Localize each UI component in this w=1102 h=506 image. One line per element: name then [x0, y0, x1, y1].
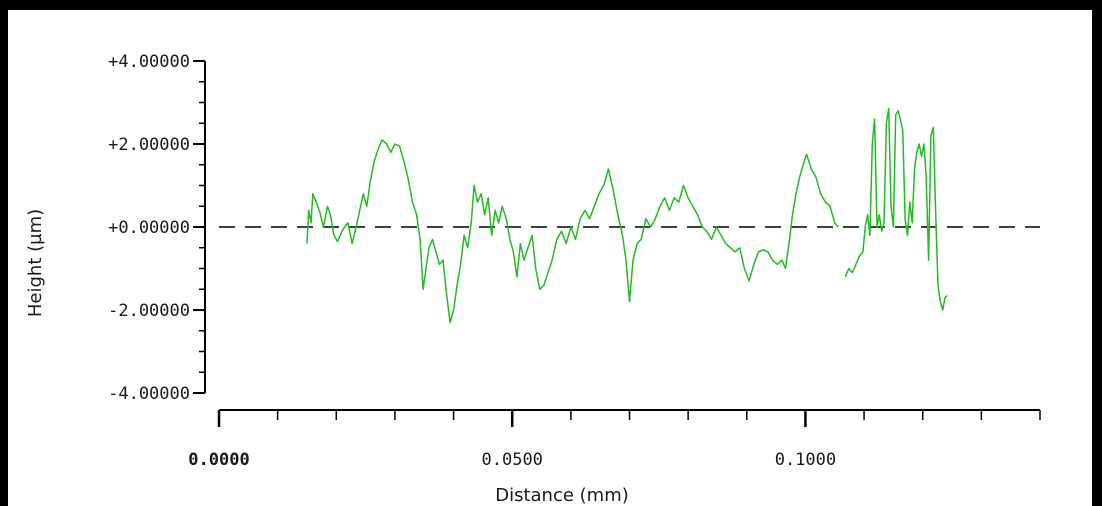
y-axis-title: Height (µm) [25, 209, 46, 317]
x-axis-title: Distance (mm) [495, 485, 629, 506]
x-tick-label: 0.0500 [482, 450, 543, 470]
y-axis: +4.00000 +2.00000 +0.00000 -2.00000 -4.00000 [108, 52, 206, 404]
y-tick-label: +4.00000 [108, 52, 190, 72]
y-tick-label: -2.00000 [108, 301, 190, 321]
height-profile-line [306, 139, 839, 324]
x-axis: 0.0000 0.0500 0.1000 [188, 409, 1041, 470]
y-tick-label: +0.00000 [108, 218, 190, 238]
x-tick-label: 0.0000 [188, 450, 249, 470]
y-tick-label: +2.00000 [108, 135, 190, 155]
height-profile-line [844, 107, 948, 311]
series-layer [306, 107, 948, 324]
x-tick-label: 0.1000 [775, 450, 836, 470]
y-tick-label: -4.00000 [108, 384, 190, 404]
